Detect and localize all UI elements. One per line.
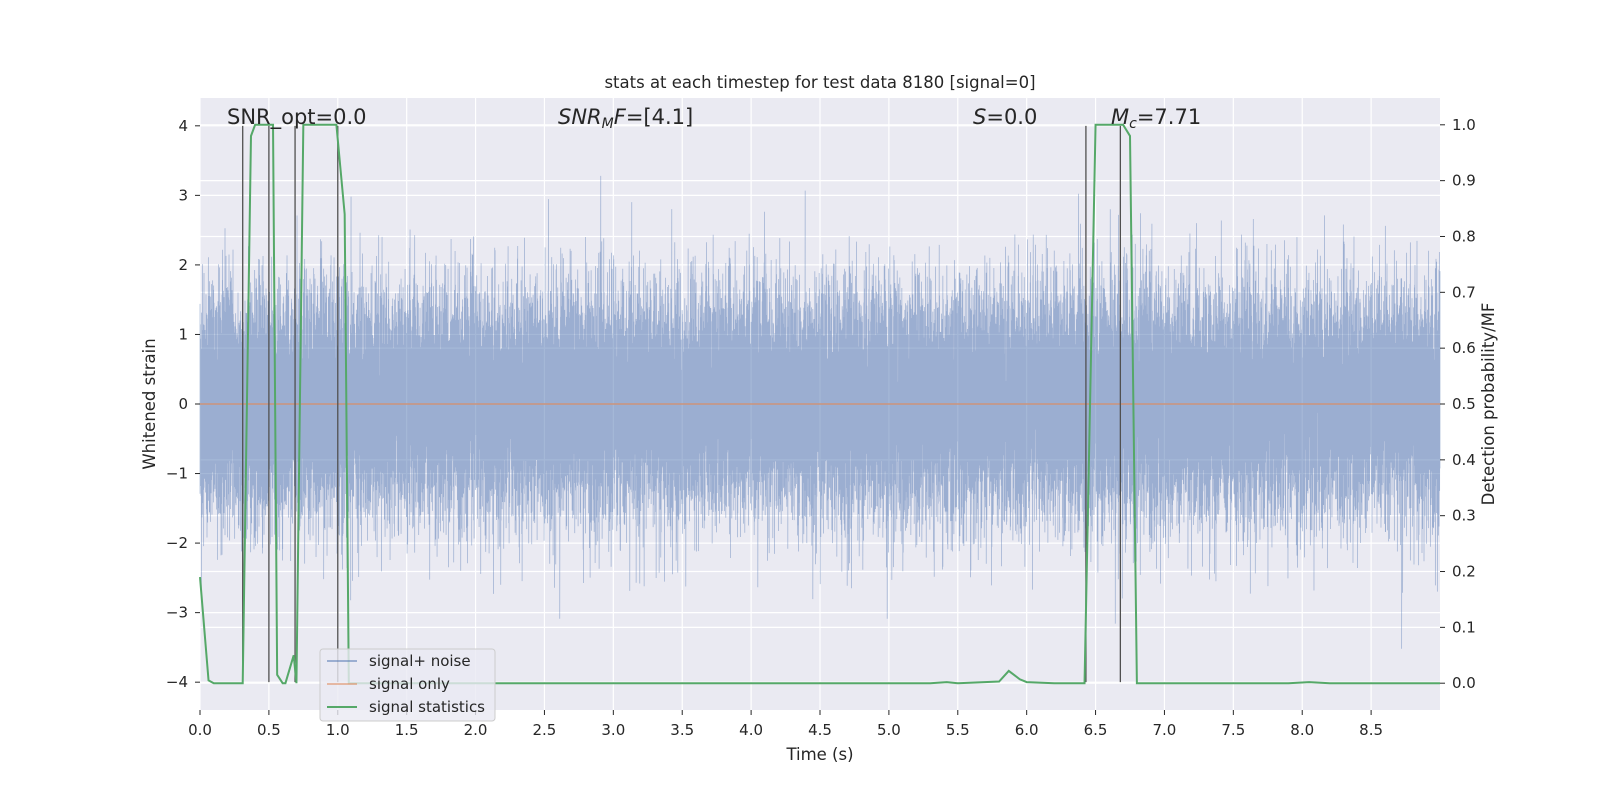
y-axis-label: Whitened strain — [140, 338, 159, 469]
x-tick-label: 2.0 — [464, 721, 488, 739]
x-tick-label: 6.0 — [1015, 721, 1039, 739]
y-right-tick-label: 0.1 — [1452, 618, 1476, 636]
y-right-tick-label: 0.4 — [1452, 451, 1476, 469]
y-right-tick-label: 0.0 — [1452, 674, 1476, 692]
x-tick-label: 0.5 — [257, 721, 281, 739]
annotation-s: S=0.0 — [973, 105, 1037, 129]
legend-label-signal-statistics: signal statistics — [369, 698, 485, 716]
x-tick-label: 4.5 — [808, 721, 832, 739]
x-tick-label: 7.0 — [1153, 721, 1177, 739]
annotations: SNR_opt=0.0 SNRMF=[4.1] S=0.0 Mc=7.71 — [227, 105, 1201, 132]
y-axis-right-label: Detection probability/MF — [1479, 303, 1498, 506]
y-right-tick-label: 1.0 — [1452, 116, 1476, 134]
legend: signal+ noise signal only signal statist… — [319, 648, 496, 722]
x-tick-label: 2.5 — [533, 721, 557, 739]
x-tick-label: 8.5 — [1359, 721, 1383, 739]
y-tick-label: −4 — [166, 673, 188, 691]
chart-title: stats at each timestep for test data 818… — [604, 73, 1035, 92]
y-tick-label: 2 — [178, 256, 188, 274]
series-signal-noise — [199, 175, 1441, 649]
y-tick-label: 4 — [178, 117, 188, 135]
annotation-snr-mf: SNRMF=[4.1] — [558, 105, 693, 132]
x-tick-label: 5.0 — [877, 721, 901, 739]
y-right-tick-label: 0.5 — [1452, 395, 1476, 413]
annotation-snr-opt: SNR_opt=0.0 — [227, 105, 367, 130]
y-right-tick-label: 0.3 — [1452, 507, 1476, 525]
legend-label-signal-only: signal only — [369, 675, 450, 693]
y-right-tick-label: 0.8 — [1452, 227, 1476, 245]
y-tick-label: 1 — [178, 325, 188, 343]
y-tick-label: 0 — [178, 395, 188, 413]
x-axis-label: Time (s) — [785, 745, 853, 764]
x-tick-label: 1.5 — [395, 721, 419, 739]
x-tick-label: 4.0 — [739, 721, 763, 739]
y-tick-label: −3 — [166, 604, 188, 622]
y-right-tick-label: 0.2 — [1452, 563, 1476, 581]
legend-box — [319, 648, 496, 722]
x-tick-label: 5.5 — [946, 721, 970, 739]
x-tick-label: 1.0 — [326, 721, 350, 739]
x-tick-label: 7.5 — [1221, 721, 1245, 739]
y-right-tick-label: 0.6 — [1452, 339, 1476, 357]
y-tick-label: −1 — [166, 465, 188, 483]
legend-label-signal-noise: signal+ noise — [369, 652, 471, 670]
y-tick-label: −2 — [166, 534, 188, 552]
y-right-tick-label: 0.7 — [1452, 283, 1476, 301]
axes: 0.0 0.5 1.0 1.5 2.0 2.5 3.0 3.5 4.0 4.5 5.0 5.5 6.0 6… — [166, 116, 1476, 739]
x-tick-label: 0.0 — [188, 721, 212, 739]
x-tick-label: 6.5 — [1084, 721, 1108, 739]
y-tick-label: 3 — [178, 186, 188, 204]
x-tick-label: 8.0 — [1290, 721, 1314, 739]
x-tick-label: 3.5 — [670, 721, 694, 739]
y-right-tick-label: 0.9 — [1452, 172, 1476, 190]
x-tick-label: 3.0 — [601, 721, 625, 739]
annotation-mc: Mc=7.71 — [1111, 105, 1201, 132]
